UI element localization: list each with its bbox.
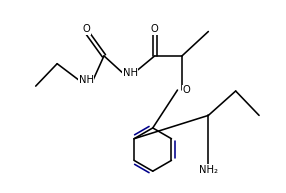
Text: O: O (151, 24, 158, 34)
Text: O: O (83, 24, 90, 34)
Text: NH: NH (79, 75, 94, 85)
Text: NH₂: NH₂ (199, 165, 218, 175)
Text: NH: NH (123, 69, 138, 78)
Text: O: O (183, 85, 190, 95)
